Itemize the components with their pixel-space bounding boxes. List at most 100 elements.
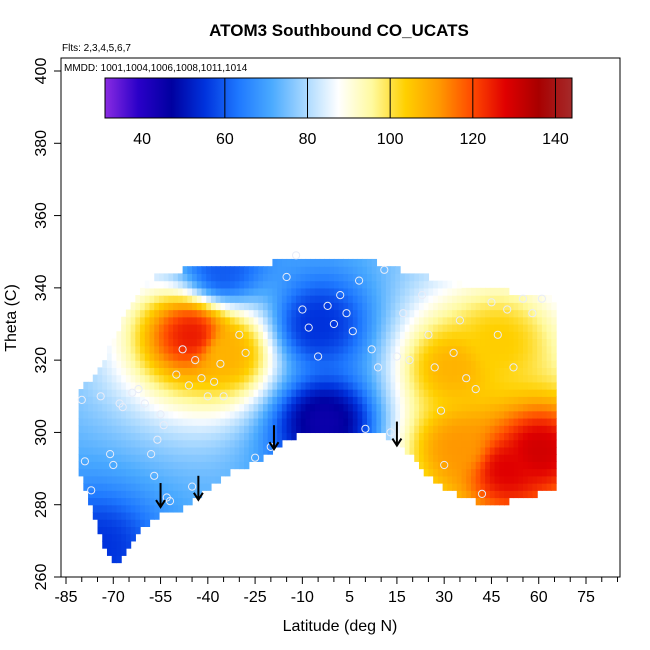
heatmap-cell	[187, 367, 193, 376]
heatmap-cell	[144, 331, 151, 340]
heatmap-cell	[390, 287, 396, 296]
heatmap-cell	[404, 425, 411, 434]
heatmap-cell	[338, 266, 344, 274]
heatmap-cell	[508, 324, 515, 332]
heatmap-cell	[182, 273, 188, 282]
heatmap-cell	[409, 374, 415, 383]
heatmap-cell	[390, 316, 396, 325]
heatmap-cell	[196, 273, 203, 282]
heatmap-cell	[173, 324, 179, 332]
heatmap-cell	[158, 446, 165, 455]
heatmap-cell	[499, 497, 505, 506]
heatmap-cell	[210, 352, 217, 361]
heatmap-cell	[423, 280, 430, 289]
heatmap-cell	[97, 497, 103, 506]
heatmap-cell	[305, 396, 311, 405]
heatmap-cell	[362, 396, 368, 405]
heatmap-cell	[466, 439, 472, 448]
heatmap-cell	[418, 389, 425, 397]
heatmap-cell	[262, 316, 269, 325]
heatmap-cell	[229, 461, 236, 470]
heatmap-cell	[466, 461, 472, 470]
heatmap-cell	[135, 425, 141, 434]
heatmap-cell	[149, 403, 155, 412]
heatmap-cell	[385, 432, 392, 441]
heatmap-cell	[499, 367, 505, 376]
heatmap-cell	[125, 461, 132, 470]
heatmap-cell	[485, 396, 491, 405]
x-tick-label: 15	[388, 589, 406, 606]
heatmap-cell	[352, 403, 359, 412]
sample-point	[298, 305, 307, 314]
heatmap-cell	[418, 381, 425, 390]
heatmap-cell	[234, 309, 240, 318]
heatmap-cell	[244, 280, 250, 289]
heatmap-cell	[192, 273, 198, 282]
heatmap-cell	[135, 410, 141, 419]
heatmap-cell	[163, 417, 170, 426]
heatmap-cell	[102, 360, 108, 368]
heatmap-cell	[201, 461, 207, 470]
heatmap-cell	[130, 352, 136, 361]
heatmap-cell	[385, 331, 392, 340]
heatmap-cell	[390, 425, 396, 434]
heatmap-cell	[182, 446, 188, 455]
heatmap-cell	[366, 389, 373, 397]
heatmap-cell	[404, 389, 411, 397]
heatmap-cell	[452, 309, 458, 318]
heatmap-cell	[522, 490, 529, 499]
heatmap-cell	[121, 381, 127, 390]
heatmap-cell	[409, 446, 415, 455]
heatmap-cell	[187, 324, 193, 332]
heatmap-cell	[192, 396, 198, 405]
heatmap-cell	[97, 511, 103, 520]
heatmap-cell	[362, 374, 368, 383]
heatmap-cell	[258, 338, 264, 347]
heatmap-cell	[262, 417, 269, 426]
heatmap-cell	[437, 381, 444, 390]
heatmap-cell	[215, 324, 222, 332]
heatmap-cell	[163, 504, 170, 513]
heatmap-cell	[210, 389, 217, 397]
heatmap-cell	[229, 338, 236, 347]
heatmap-cell	[272, 403, 278, 412]
heatmap-cell	[248, 266, 255, 274]
heatmap-cell	[182, 439, 188, 448]
heatmap-cell	[163, 309, 170, 318]
heatmap-cell	[508, 367, 515, 376]
heatmap-cell	[130, 417, 136, 426]
heatmap-cell	[475, 309, 482, 318]
heatmap-cell	[395, 338, 401, 347]
heatmap-cell	[522, 324, 529, 332]
heatmap-cell	[78, 389, 84, 397]
heatmap-cell	[177, 316, 184, 325]
heatmap-cell	[258, 316, 264, 325]
heatmap-cell	[182, 338, 188, 347]
heatmap-cell	[499, 338, 505, 347]
heatmap-cell	[158, 316, 165, 325]
heatmap-cell	[135, 475, 141, 484]
heatmap-cell	[267, 432, 274, 441]
heatmap-cell	[494, 490, 500, 499]
heatmap-cell	[272, 381, 278, 390]
heatmap-cell	[390, 324, 396, 332]
sample-point	[197, 374, 206, 383]
heatmap-cell	[248, 374, 255, 383]
heatmap-cell	[348, 331, 354, 340]
heatmap-cell	[125, 374, 132, 383]
heatmap-cell	[314, 389, 321, 397]
heatmap-cell	[215, 338, 222, 347]
heatmap-cell	[456, 425, 463, 434]
heatmap-cell	[286, 396, 292, 405]
heatmap-cell	[111, 432, 118, 441]
heatmap-cell	[168, 396, 174, 405]
heatmap-cell	[447, 338, 453, 347]
heatmap-cell	[173, 483, 179, 491]
heatmap-cell	[168, 483, 174, 491]
heatmap-cell	[300, 273, 307, 282]
heatmap-cell	[442, 475, 448, 484]
heatmap-cell	[168, 475, 174, 484]
heatmap-cell	[210, 280, 217, 289]
heatmap-cell	[121, 526, 127, 535]
heatmap-cell	[466, 316, 472, 325]
